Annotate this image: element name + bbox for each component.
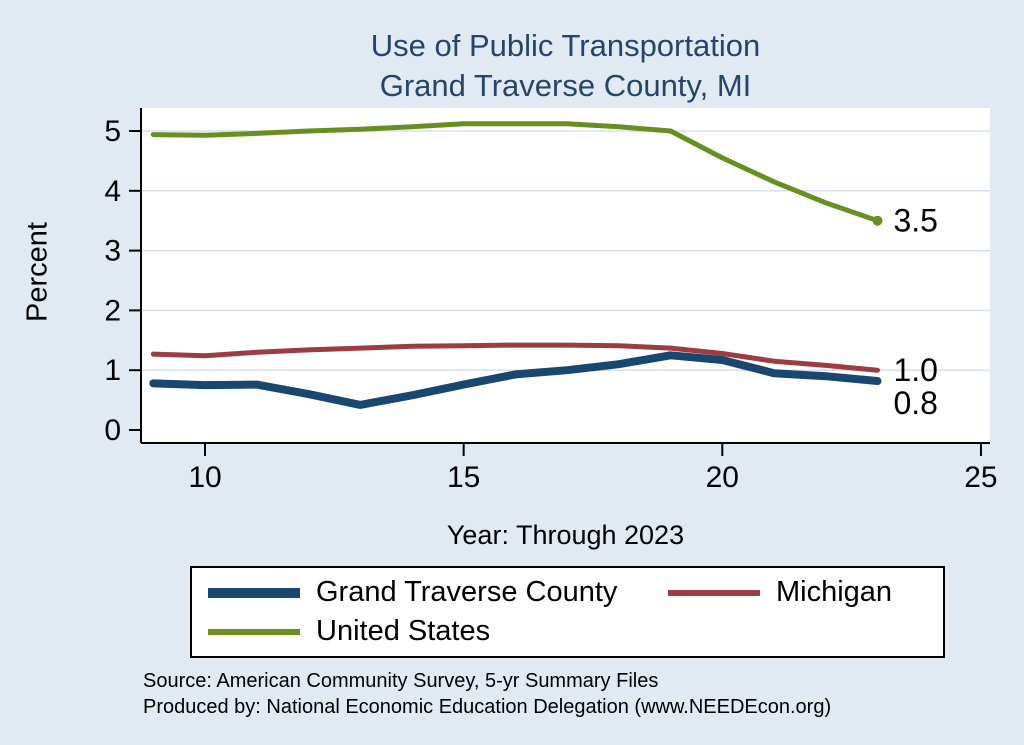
legend-item-united-states: United States	[208, 615, 668, 648]
series-line-united-states	[150, 121, 880, 224]
legend-label-michigan: Michigan	[776, 576, 893, 608]
series-line-michigan	[150, 342, 880, 373]
y-tick-label-3: 3	[104, 235, 121, 268]
legend-label-united-states: United States	[316, 615, 491, 647]
y-tick-label-4: 4	[104, 175, 121, 208]
x-tick-label-20: 20	[706, 461, 739, 494]
legend-item-michigan: Michigan	[668, 576, 943, 609]
y-tick-label-5: 5	[104, 115, 121, 148]
legend: Grand Traverse County Michigan United St…	[190, 566, 945, 658]
chart-title: Use of Public Transportation Grand Trave…	[141, 26, 990, 106]
end-label-michigan: 1.0	[893, 352, 937, 388]
end-label-grand-traverse-county: 0.8	[893, 385, 937, 421]
source-notes: Source: American Community Survey, 5-yr …	[143, 668, 831, 720]
end-label-united-states: 3.5	[893, 203, 937, 239]
legend-swatch-grand-traverse-county	[208, 587, 300, 598]
plot-area	[141, 108, 990, 443]
series-end-marker	[872, 215, 883, 226]
x-tick-label-25: 25	[964, 461, 997, 494]
source-note-line1: Source: American Community Survey, 5-yr …	[143, 670, 659, 692]
y-tick-label-0: 0	[104, 414, 121, 447]
legend-swatch-michigan	[668, 589, 760, 596]
legend-item-grand-traverse-county: Grand Traverse County	[208, 576, 668, 609]
y-tick-label-1: 1	[104, 354, 121, 387]
source-note-line2: Produced by: National Economic Education…	[143, 696, 832, 718]
chart-title-line2: Grand Traverse County, MI	[379, 68, 752, 103]
legend-label-grand-traverse-county: Grand Traverse County	[316, 576, 618, 608]
x-axis-title: Year: Through 2023	[446, 520, 685, 550]
x-tick-label-10: 10	[188, 461, 221, 494]
legend-swatch-united-states	[208, 628, 300, 635]
chart-title-line1: Use of Public Transportation	[370, 28, 761, 63]
y-tick-label-2: 2	[104, 294, 121, 327]
series-line-grand-traverse-county	[149, 351, 882, 409]
x-tick-label-15: 15	[447, 461, 480, 494]
